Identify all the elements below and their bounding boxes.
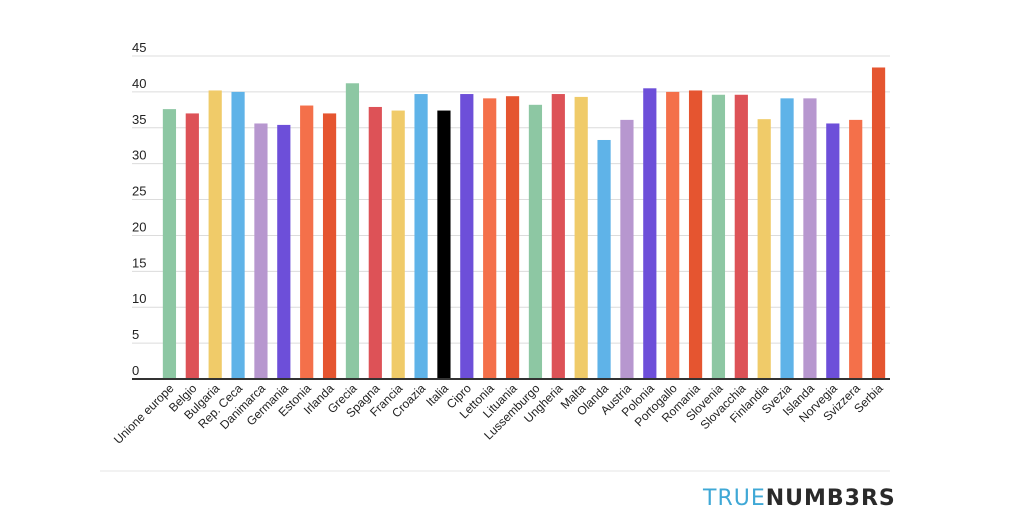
bar (597, 139, 611, 379)
bar (162, 109, 177, 380)
bar (528, 104, 543, 379)
bar (574, 96, 588, 379)
bar (711, 94, 726, 379)
y-tick-label: 5 (132, 327, 139, 342)
bar (345, 83, 360, 379)
bar (322, 113, 337, 379)
bar (688, 90, 703, 379)
bar (254, 123, 268, 380)
bar (391, 110, 405, 379)
bar (460, 94, 474, 379)
bar (620, 119, 634, 379)
bar (277, 124, 291, 379)
bar (871, 67, 886, 380)
y-tick-label: 35 (132, 112, 146, 127)
bar (643, 88, 657, 380)
y-tick-label: 20 (132, 219, 146, 234)
y-tick-label: 40 (132, 76, 146, 91)
y-tick-label: 15 (132, 255, 146, 270)
bar (734, 94, 748, 379)
bar (666, 91, 680, 379)
logo-part-numbers: NUMB3RS (765, 486, 896, 511)
bar (483, 98, 497, 380)
bar (414, 94, 428, 379)
bar (803, 98, 817, 380)
bar (208, 90, 222, 379)
bar (231, 91, 245, 379)
y-tick-label: 45 (132, 40, 146, 55)
logo-part-true: TRUE (703, 486, 766, 511)
y-tick-label: 10 (132, 291, 146, 306)
bar (185, 113, 199, 379)
bar (826, 123, 840, 380)
bar (780, 98, 794, 380)
bar (849, 119, 863, 379)
y-tick-label: 0 (132, 363, 139, 378)
bar (437, 110, 451, 379)
truenumbers-logo: TRUENUMB3RS (703, 486, 896, 511)
y-tick-label: 25 (132, 184, 146, 199)
bar (505, 96, 520, 379)
bar (551, 94, 565, 379)
bar (757, 119, 771, 380)
x-tick-label: Unione europe (111, 381, 177, 447)
bar (368, 106, 382, 379)
y-tick-label: 30 (132, 148, 146, 163)
bar (300, 105, 314, 379)
